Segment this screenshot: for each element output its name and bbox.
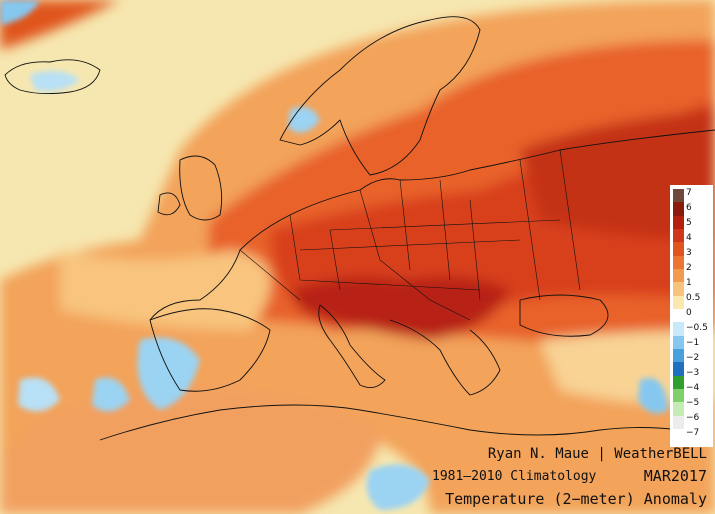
legend-swatch [673, 295, 684, 310]
legend-tick-label: 2 [686, 263, 692, 273]
legend-swatch [673, 229, 684, 243]
legend-tick-label: −7 [686, 428, 700, 438]
color-scale-legend: 7 6 5 4 3 2 1 0.5 0 −0.5 −1 −2 −3 −4 −5 −6 −7 [670, 185, 713, 447]
legend-tick-label: −4 [686, 383, 700, 393]
legend-swatch [673, 189, 684, 203]
british-isles-outline [157, 155, 223, 221]
legend-tick-label: 0 [686, 308, 692, 318]
month-label: MAR2017 [643, 467, 707, 485]
iberia-outline [149, 308, 271, 392]
balkans-outline [389, 319, 501, 396]
legend-tick-label: 5 [686, 218, 692, 228]
cold-anomaly-areas [0, 0, 668, 510]
legend-swatch [673, 402, 684, 417]
legend-swatch [673, 242, 684, 257]
legend-tick-label: −6 [686, 413, 700, 423]
legend-tick-label: 7 [686, 188, 692, 198]
legend-swatch [673, 375, 684, 390]
legend-tick-label: −0.5 [686, 323, 708, 333]
legend-swatch [673, 349, 684, 363]
africa-coastline [99, 404, 681, 441]
iceland-outline [4, 59, 101, 95]
legend-swatch [673, 255, 684, 270]
legend-tick-label: 1 [686, 278, 692, 288]
legend-tick-label: −1 [686, 338, 700, 348]
legend-tick-label: −2 [686, 353, 700, 363]
legend-tick-label: 4 [686, 233, 692, 243]
scandinavia-outline [279, 16, 481, 176]
legend-swatch [673, 282, 684, 297]
coastlines-and-borders [4, 16, 715, 441]
climatology-text: 1981–2010 Climatology [432, 469, 597, 484]
country-borders [239, 149, 581, 321]
credit-text: Ryan N. Maue | WeatherBELL [487, 446, 707, 462]
legend-tick-label: −3 [686, 368, 700, 378]
legend-swatch [673, 362, 684, 377]
legend-swatch [673, 269, 684, 283]
legend-swatch [673, 389, 684, 403]
legend-swatch [673, 335, 684, 350]
legend-swatch [673, 202, 684, 217]
legend-swatch [673, 215, 684, 230]
legend-tick-label: 3 [686, 248, 692, 258]
black-sea-outline [519, 294, 609, 337]
legend-swatch [673, 322, 684, 337]
legend-swatch [673, 309, 684, 323]
legend-tick-label: 6 [686, 203, 692, 213]
legend-tick-label: −5 [686, 398, 700, 408]
legend-swatch [673, 415, 684, 430]
map-title: Temperature (2−meter) Anomaly [445, 490, 707, 508]
legend-tick-label: 0.5 [686, 293, 701, 303]
italy-outline [318, 304, 386, 389]
